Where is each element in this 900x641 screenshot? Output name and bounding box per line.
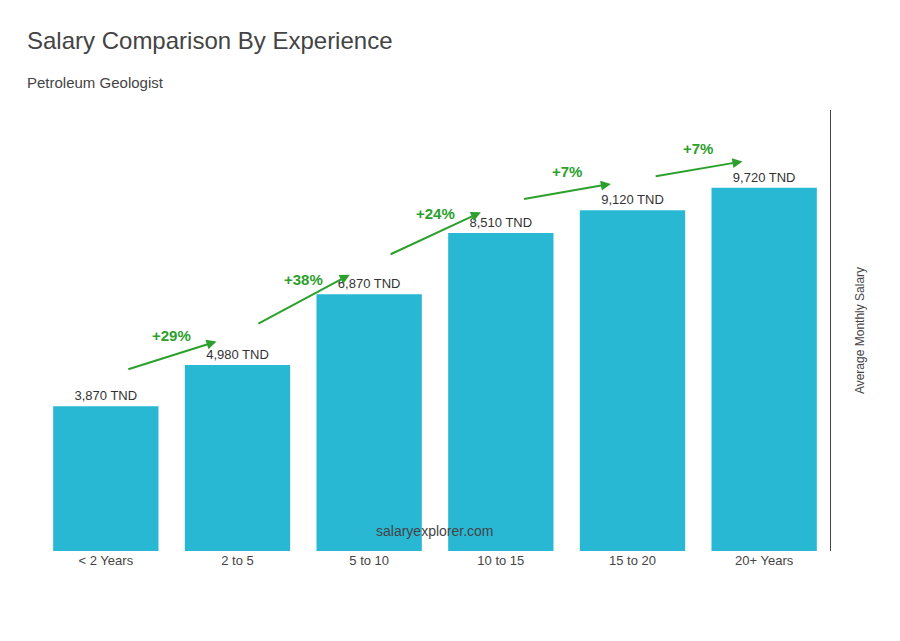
- svg-text:8,510 TND: 8,510 TND: [470, 215, 533, 230]
- svg-text:20+ Years: 20+ Years: [735, 553, 794, 568]
- svg-text:Average Monthly Salary: Average Monthly Salary: [853, 267, 867, 394]
- svg-text:10 to 15: 10 to 15: [477, 553, 524, 568]
- svg-text:2 to 5: 2 to 5: [221, 553, 254, 568]
- svg-text:salaryexplorer.com: salaryexplorer.com: [376, 523, 494, 539]
- svg-text:Salary Comparison By Experienc: Salary Comparison By Experience: [27, 27, 393, 54]
- svg-text:+7%: +7%: [552, 163, 582, 180]
- svg-text:+7%: +7%: [683, 140, 713, 157]
- svg-text:5 to 10: 5 to 10: [349, 553, 389, 568]
- svg-text:4,980 TND: 4,980 TND: [206, 347, 269, 362]
- svg-text:6,870 TND: 6,870 TND: [338, 276, 401, 291]
- svg-text:3,870 TND: 3,870 TND: [75, 388, 138, 403]
- svg-text:+24%: +24%: [416, 205, 455, 222]
- svg-text:Petroleum Geologist: Petroleum Geologist: [27, 74, 164, 91]
- svg-text:+29%: +29%: [152, 327, 191, 344]
- svg-text:< 2 Years: < 2 Years: [79, 553, 134, 568]
- svg-text:15 to 20: 15 to 20: [609, 553, 656, 568]
- svg-text:9,720 TND: 9,720 TND: [733, 170, 796, 185]
- svg-text:9,120 TND: 9,120 TND: [601, 192, 664, 207]
- svg-text:+38%: +38%: [284, 271, 323, 288]
